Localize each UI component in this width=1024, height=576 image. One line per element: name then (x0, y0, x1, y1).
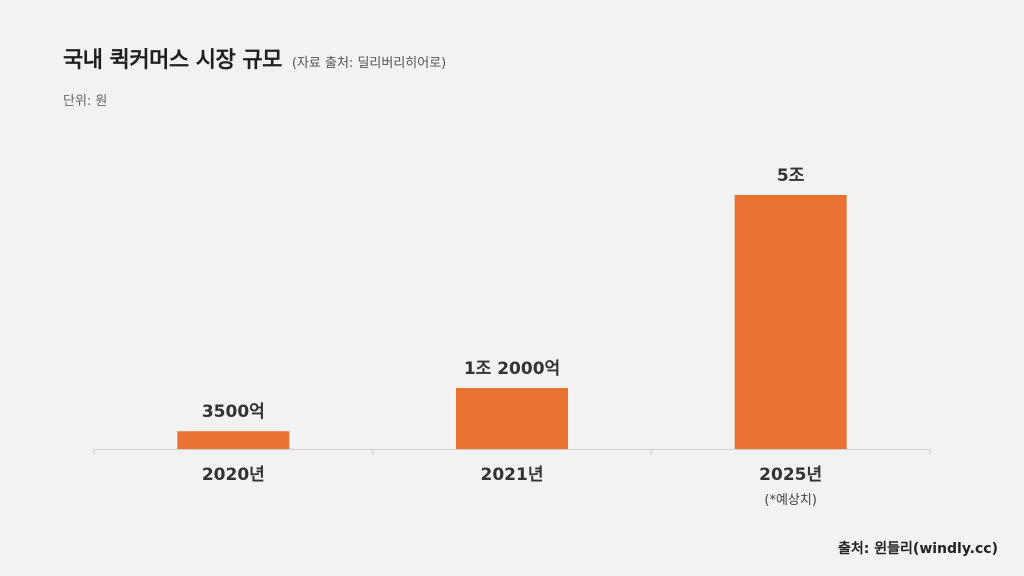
data-label: 1조 2000억 (464, 359, 560, 379)
title-row: 국내 퀵커머스 시장 규모 (자료 출처: 딜리버리히어로) (63, 42, 446, 74)
bar (734, 195, 847, 449)
data-label: 3500억 (202, 402, 265, 422)
bar (177, 431, 290, 449)
data-label: 5조 (777, 166, 805, 186)
unit-label: 단위: 원 (63, 94, 108, 109)
x-tick-note: (*예상치) (764, 493, 817, 508)
x-tick-label: 2021년 (481, 465, 544, 485)
source-credit: 출처: 윈들리(windly.cc) (838, 541, 998, 557)
chart-subtitle: (자료 출처: 딜리버리히어로) (291, 56, 447, 71)
bar (456, 388, 568, 449)
x-tick-label: 2020년 (202, 465, 265, 485)
x-tick-label: 2025년 (759, 465, 822, 485)
chart-title: 국내 퀵커머스 시장 규모 (63, 48, 282, 73)
